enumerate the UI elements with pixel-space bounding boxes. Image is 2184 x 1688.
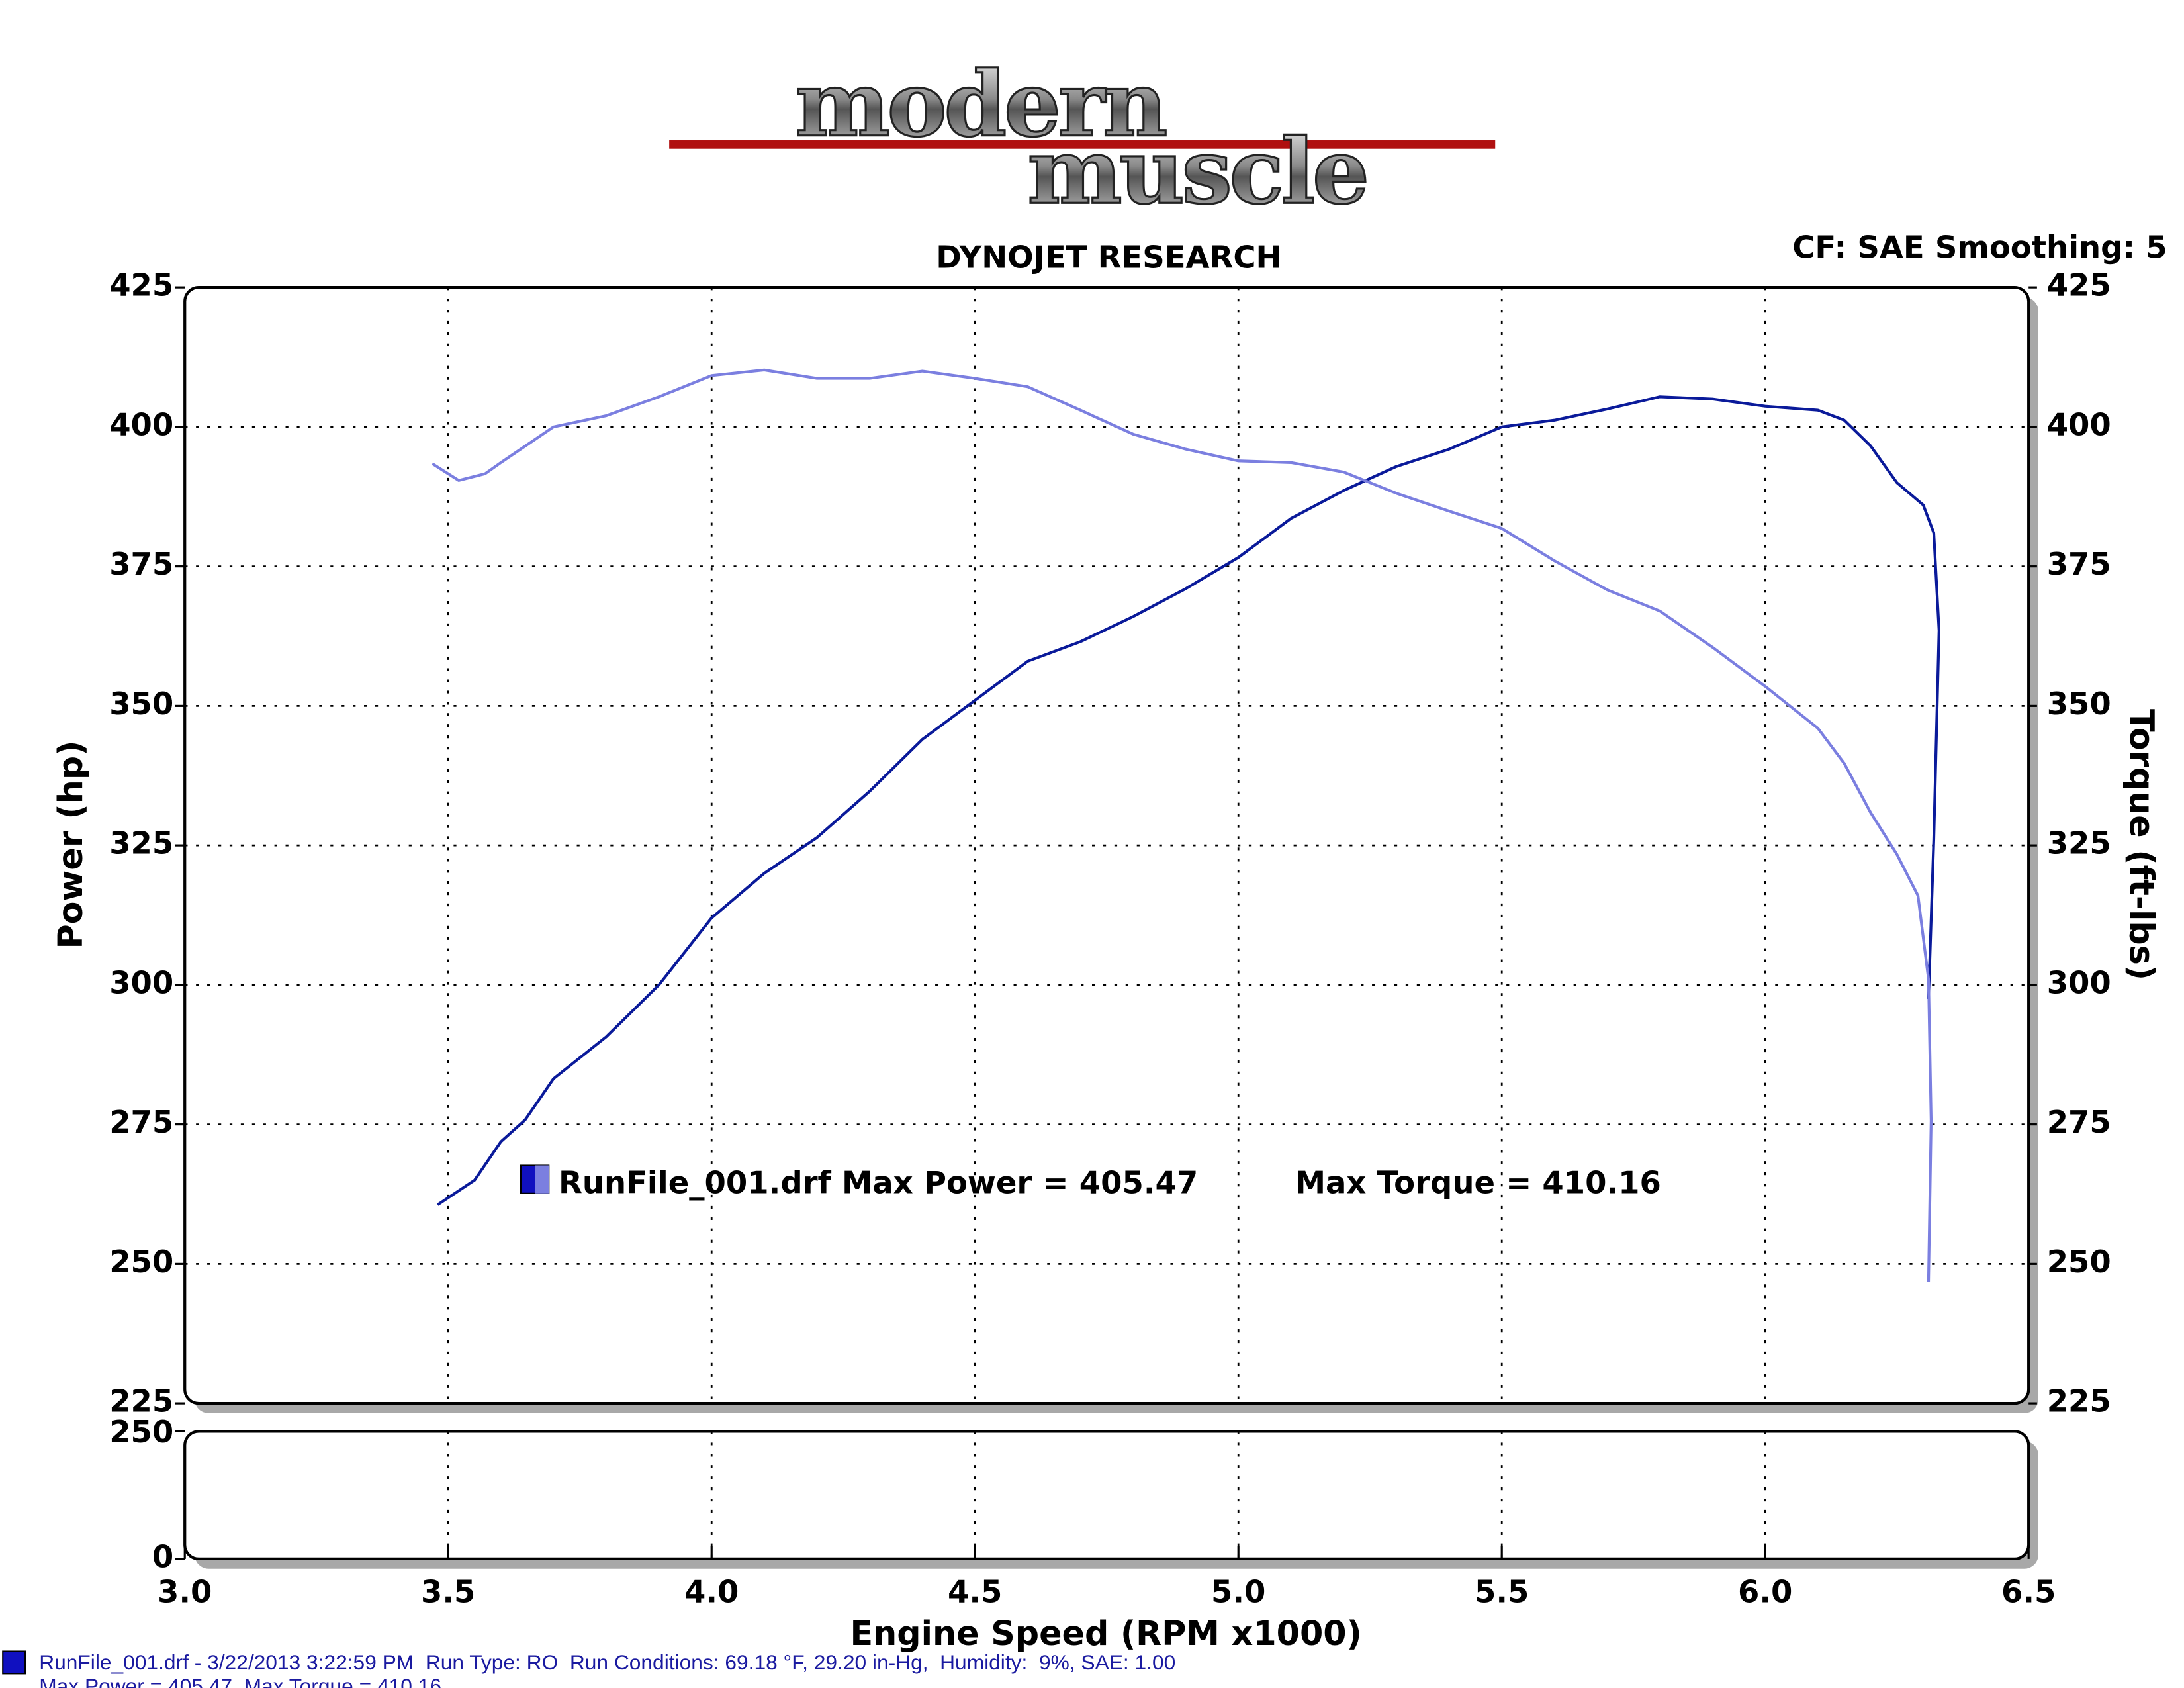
- legend-swatch: [535, 1165, 549, 1194]
- y-tick-label: 275: [109, 1104, 173, 1140]
- y-tick-label: 225: [109, 1383, 173, 1419]
- x-tick-label: 5.5: [1475, 1573, 1529, 1609]
- y2-tick-label: 425: [2047, 267, 2111, 303]
- series-line: [437, 395, 1940, 1206]
- footer-line: Max Power = 405.47 Max Torque = 410.16: [39, 1674, 441, 1688]
- y2-tick-label: 225: [2047, 1383, 2111, 1419]
- y2-tick-label: 275: [2047, 1104, 2111, 1140]
- x-tick-label: 6.0: [1738, 1573, 1792, 1609]
- x-tick-label: 4.0: [684, 1573, 739, 1609]
- y-axis-title: Power (hp): [51, 741, 90, 949]
- chart-subtitle: CF: SAE Smoothing: 5: [1792, 230, 2167, 265]
- y-tick-label: 350: [109, 686, 173, 722]
- x-tick-label: 3.0: [158, 1573, 212, 1609]
- y2-tick-label: 325: [2047, 825, 2111, 861]
- plot-frame: [183, 1430, 2030, 1561]
- x-axis-title: Engine Speed (RPM x1000): [850, 1614, 1362, 1653]
- y2-tick-label: 350: [2047, 686, 2111, 722]
- plot-frame: [183, 286, 2030, 1405]
- y2-tick-label: 375: [2047, 546, 2111, 582]
- y-tick-label: 0: [152, 1538, 173, 1574]
- legend-text: Max Torque = 410.16: [1295, 1165, 1661, 1201]
- logo-stripe: [669, 140, 1496, 149]
- y2-tick-label: 400: [2047, 406, 2111, 442]
- legend-text: RunFile_001.drf Max Power = 405.47: [559, 1165, 1198, 1201]
- x-tick-label: 6.5: [2001, 1573, 2056, 1609]
- y-tick-label: 250: [109, 1414, 173, 1450]
- y2-tick-label: 300: [2047, 964, 2111, 1000]
- logo: modern muscle: [669, 50, 1496, 225]
- footer-line: RunFile_001.drf - 3/22/2013 3:22:59 PM R…: [39, 1650, 1175, 1674]
- y-tick-label: 250: [109, 1244, 173, 1280]
- x-tick-label: 4.5: [948, 1573, 1002, 1609]
- series-line: [432, 368, 1933, 1282]
- y2-axis-title: Torque (ft-lbs): [2122, 709, 2161, 980]
- footer-swatch: [2, 1650, 26, 1675]
- y-tick-label: 325: [109, 825, 173, 861]
- logo-line1: modern: [795, 52, 1165, 157]
- y-tick-label: 375: [109, 546, 173, 582]
- x-tick-label: 3.5: [421, 1573, 475, 1609]
- y-tick-label: 425: [109, 267, 173, 303]
- y2-tick-label: 250: [2047, 1244, 2111, 1280]
- x-tick-label: 5.0: [1211, 1573, 1265, 1609]
- chart-title: DYNOJET RESEARCH: [936, 239, 1281, 275]
- y-tick-label: 400: [109, 406, 173, 442]
- logo-line2: muscle: [1027, 118, 1366, 224]
- y-tick-label: 300: [109, 964, 173, 1000]
